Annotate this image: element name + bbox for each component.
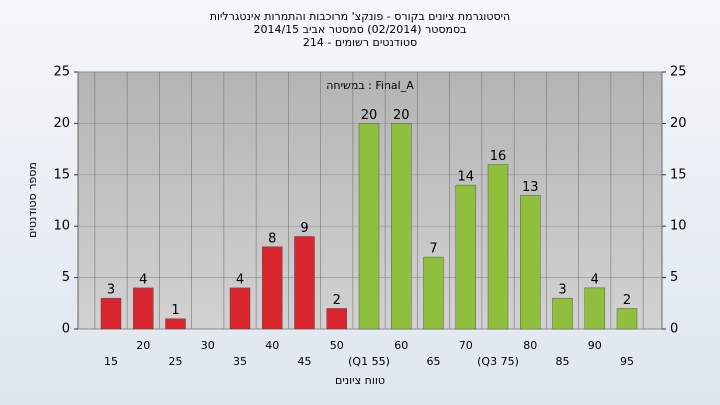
data-label: 3	[558, 283, 566, 298]
bar	[326, 308, 347, 330]
bar	[487, 164, 509, 330]
data-label: 7	[429, 242, 437, 257]
y2-tick-label: 20	[670, 116, 687, 131]
y-tick-label: 15	[53, 167, 70, 182]
y-tick-label: 25	[53, 65, 70, 80]
x-tick-label: 25	[169, 355, 183, 368]
x-tick-label: 35	[233, 355, 247, 368]
data-label: 20	[393, 108, 410, 123]
data-label: 13	[522, 180, 539, 195]
y-axis-label: מספר סטודנטים	[26, 162, 39, 238]
x-tick-label: (Q3 75)	[477, 355, 519, 368]
bar	[358, 123, 380, 330]
x-axis-label: טווח ציונים	[335, 374, 385, 387]
x-tick-label: 60	[394, 339, 408, 352]
x-tick-label: 85	[556, 355, 570, 368]
bar	[616, 308, 638, 330]
bar	[520, 195, 541, 330]
data-label: 9	[300, 221, 308, 236]
y-tick-label: 0	[62, 322, 70, 337]
annotation: Final_A : במשיחה	[326, 79, 414, 92]
x-tick-label: 90	[588, 339, 602, 352]
data-label: 4	[236, 272, 244, 287]
data-label: 2	[333, 293, 341, 308]
data-label: 14	[457, 170, 474, 185]
x-tick-label: 30	[201, 339, 215, 352]
x-tick-label: 65	[427, 355, 441, 368]
x-tick-label: 50	[330, 339, 344, 352]
y2-tick-label: 10	[670, 219, 687, 234]
bar	[229, 287, 251, 330]
y-tick-label: 10	[53, 219, 70, 234]
x-tick-label: (Q1 55)	[348, 355, 390, 368]
x-tick-label: 45	[298, 355, 312, 368]
data-label: 1	[171, 303, 179, 318]
x-tick-label: 15	[104, 355, 118, 368]
bar	[391, 123, 412, 330]
bar	[584, 287, 605, 330]
bar	[455, 184, 476, 330]
y2-tick-label: 15	[670, 167, 687, 182]
data-label: 2	[623, 293, 631, 308]
x-tick-label: 80	[523, 339, 537, 352]
bar	[552, 297, 573, 330]
bar	[133, 287, 154, 330]
y2-tick-label: 0	[670, 322, 678, 337]
y2-tick-label: 25	[670, 65, 687, 80]
data-label: 16	[490, 149, 507, 164]
bar	[165, 318, 186, 330]
y-tick-label: 20	[53, 116, 70, 131]
data-label: 4	[139, 272, 147, 287]
chart-subtitle: בסמסטר (02/2014) סמסטר אביב 2014/15	[253, 23, 466, 36]
x-tick-label: 95	[620, 355, 634, 368]
bar	[100, 297, 122, 330]
x-tick-label: 20	[136, 339, 150, 352]
x-tick-label: 40	[265, 339, 279, 352]
data-label: 8	[268, 231, 276, 246]
chart-subtitle: סטודנטים רשומים - 214	[303, 36, 417, 49]
x-tick-label: 70	[459, 339, 473, 352]
y-tick-label: 5	[62, 270, 70, 285]
data-label: 4	[591, 272, 599, 287]
chart-title: היסטוגרמת ציונים בקורס - פונקצ' מרוכבות …	[210, 10, 511, 23]
bar	[294, 236, 315, 330]
data-label: 3	[107, 283, 115, 298]
bar	[423, 256, 444, 330]
y2-tick-label: 5	[670, 270, 678, 285]
bar	[262, 246, 283, 330]
data-label: 20	[361, 108, 378, 123]
